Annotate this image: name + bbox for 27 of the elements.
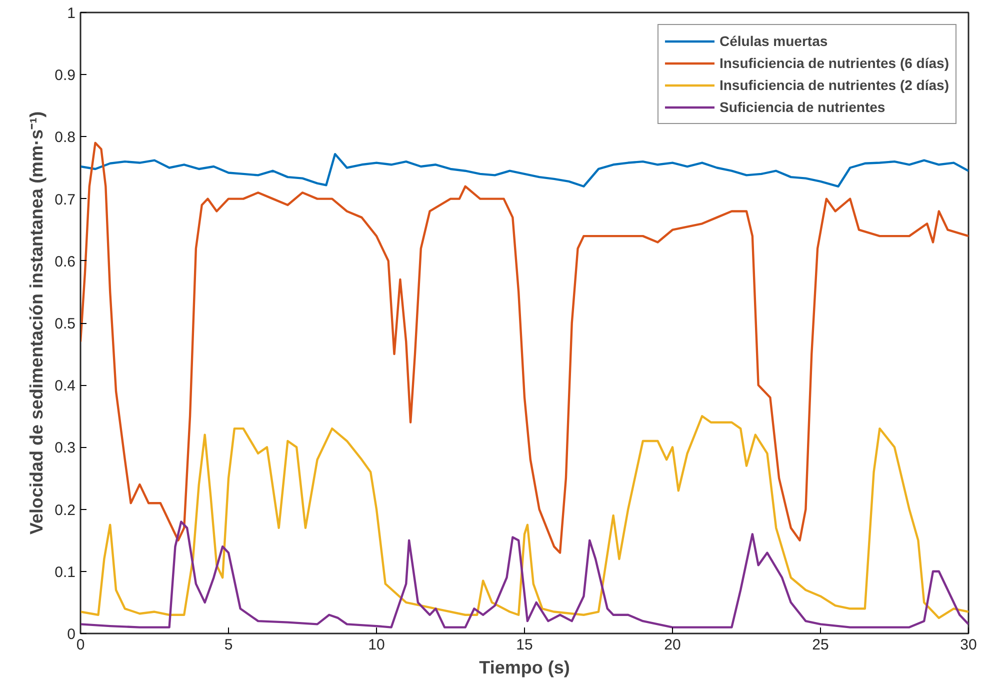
legend-label: Suficiencia de nutrientes — [719, 99, 886, 115]
legend-label: Insuficiencia de nutrientes (6 días) — [719, 55, 949, 71]
y-tick-label: 0.3 — [54, 440, 76, 457]
x-tick-label: 15 — [516, 636, 533, 654]
x-tick-label: 20 — [664, 636, 681, 654]
legend-label: Insuficiencia de nutrientes (2 días) — [719, 77, 949, 93]
y-tick-label: 0.1 — [54, 564, 76, 581]
x-axis-title: Tiempo (s) — [479, 658, 570, 678]
x-tick-label: 30 — [960, 636, 977, 654]
y-axis-title: Velocidad de sedimentación instantanea (mm·s⁻¹) — [26, 111, 47, 535]
line-series — [80, 520, 968, 628]
y-tick-label: 1 — [67, 5, 76, 22]
y-tick-label: 0.4 — [54, 378, 76, 395]
y-tick-label: 0.8 — [54, 129, 76, 146]
line-series — [80, 152, 968, 188]
y-tick-label: 0.7 — [54, 191, 76, 208]
line-series — [80, 142, 968, 554]
x-tick-label: 10 — [368, 636, 385, 654]
x-tick-label: 5 — [224, 636, 233, 654]
legend-label: Células muertas — [719, 33, 828, 49]
y-tick-label: 0.6 — [54, 253, 76, 270]
line-series — [80, 415, 968, 620]
y-tick-label: 0.2 — [54, 502, 76, 519]
y-tick-label: 0.5 — [54, 316, 76, 332]
x-tick-label: 25 — [812, 636, 829, 654]
y-tick-label: 0 — [67, 626, 76, 643]
y-tick-label: 0.9 — [54, 67, 76, 84]
